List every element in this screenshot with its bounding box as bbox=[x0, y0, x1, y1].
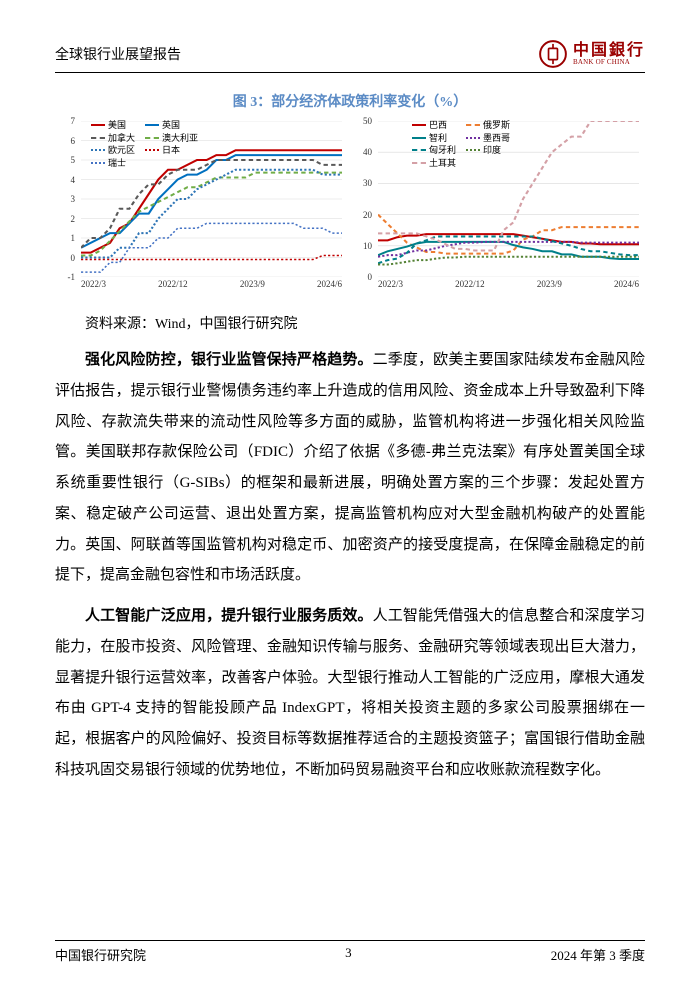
boc-logo-icon bbox=[539, 40, 567, 68]
paragraph-rest: 人工智能凭借强大的信息整合和深度学习能力，在股市投资、风险管理、金融知识传输与服… bbox=[55, 608, 645, 778]
charts-row: -1 0 1 2 3 4 5 6 7 2022/3 2022/12 2023/9 2024/6 美国 英… bbox=[55, 117, 645, 305]
legend-swatch bbox=[91, 124, 105, 126]
y-tick: 10 bbox=[363, 241, 372, 251]
legend-label: 欧元区 bbox=[108, 144, 135, 157]
legend-item: 加拿大 bbox=[91, 132, 135, 145]
legend-label: 巴西 bbox=[429, 119, 447, 132]
legend-swatch bbox=[412, 124, 426, 126]
y-tick: 0 bbox=[71, 253, 76, 263]
y-tick: 0 bbox=[368, 272, 373, 282]
legend-item: 巴西 bbox=[412, 119, 456, 132]
legend-swatch bbox=[145, 124, 159, 126]
paragraph-rest: 二季度，欧美主要国家陆续发布金融风险评估报告，提示银行业警惕债务违约率上升造成的… bbox=[55, 352, 645, 583]
y-tick: 20 bbox=[363, 210, 372, 220]
y-tick: 1 bbox=[71, 233, 76, 243]
x-tick: 2024/6 bbox=[614, 279, 639, 291]
x-tick: 2023/9 bbox=[240, 279, 265, 291]
legend-swatch bbox=[466, 149, 480, 151]
legend-item: 智利 bbox=[412, 132, 456, 145]
x-axis-right: 2022/3 2022/12 2023/9 2024/6 bbox=[378, 279, 639, 291]
logo-text: 中国銀行 BANK OF CHINA bbox=[573, 43, 645, 66]
footer-left: 中国银行研究院 bbox=[55, 945, 146, 964]
chart-left: -1 0 1 2 3 4 5 6 7 2022/3 2022/12 2023/9 2024/6 美国 英… bbox=[55, 117, 348, 305]
x-tick: 2022/3 bbox=[378, 279, 403, 291]
figure-source: 资料来源：Wind，中国银行研究院 bbox=[85, 313, 645, 333]
x-tick: 2022/12 bbox=[455, 279, 485, 291]
legend-left: 美国 英国加拿大 澳大利亚欧元区 日本瑞士 bbox=[91, 119, 198, 169]
x-axis-left: 2022/3 2022/12 2023/9 2024/6 bbox=[81, 279, 342, 291]
legend-label: 俄罗斯 bbox=[483, 119, 510, 132]
legend-right: 巴西 俄罗斯智利 墨西哥匈牙利 印度土耳其 bbox=[412, 119, 510, 169]
y-tick: 50 bbox=[363, 116, 372, 126]
x-tick: 2024/6 bbox=[317, 279, 342, 291]
x-tick: 2022/3 bbox=[81, 279, 106, 291]
legend-label: 瑞士 bbox=[108, 157, 126, 170]
legend-item: 土耳其 bbox=[412, 157, 456, 170]
y-axis-right: 01020304050 bbox=[352, 121, 374, 277]
legend-swatch bbox=[466, 137, 480, 139]
y-tick: 5 bbox=[71, 155, 76, 165]
x-tick: 2022/12 bbox=[158, 279, 188, 291]
legend-label: 墨西哥 bbox=[483, 132, 510, 145]
legend-swatch bbox=[466, 124, 480, 126]
y-tick: 3 bbox=[71, 194, 76, 204]
legend-swatch bbox=[145, 149, 159, 151]
legend-swatch bbox=[91, 162, 105, 164]
chart-right: 0 10 20 30 40 50 2022/3 2022/12 2023/9 2024/6 巴西… bbox=[352, 117, 645, 305]
y-tick: 4 bbox=[71, 175, 76, 185]
logo-cn: 中国銀行 bbox=[573, 43, 645, 59]
legend-swatch bbox=[91, 149, 105, 151]
legend-swatch bbox=[412, 162, 426, 164]
y-tick: 6 bbox=[71, 136, 76, 146]
y-tick: -1 bbox=[68, 272, 76, 282]
page-header: 全球银行业展望报告 中国銀行 BANK OF CHINA bbox=[55, 40, 645, 73]
legend-label: 加拿大 bbox=[108, 132, 135, 145]
y-tick: 30 bbox=[363, 178, 372, 188]
paragraph-lead: 人工智能广泛应用，提升银行业服务质效。 bbox=[85, 608, 373, 624]
figure-title: 图 3：部分经济体政策利率变化（%） bbox=[55, 91, 645, 111]
legend-item: 瑞士 bbox=[91, 157, 135, 170]
legend-item: 匈牙利 bbox=[412, 144, 456, 157]
footer-right: 2024 年第 3 季度 bbox=[551, 945, 645, 964]
legend-swatch bbox=[91, 137, 105, 139]
legend-item: 英国 bbox=[145, 119, 198, 132]
paragraph-lead: 强化风险防控，银行业监管保持严格趋势。 bbox=[85, 352, 373, 368]
y-tick: 7 bbox=[71, 116, 76, 126]
legend-label: 土耳其 bbox=[429, 157, 456, 170]
paragraph: 强化风险防控，银行业监管保持严格趋势。二季度，欧美主要国家陆续发布金融风险评估报… bbox=[55, 345, 645, 591]
legend-swatch bbox=[412, 149, 426, 151]
logo: 中国銀行 BANK OF CHINA bbox=[539, 40, 645, 68]
paragraph: 人工智能广泛应用，提升银行业服务质效。人工智能凭借强大的信息整合和深度学习能力，… bbox=[55, 601, 645, 786]
legend-label: 澳大利亚 bbox=[162, 132, 198, 145]
legend-label: 日本 bbox=[162, 144, 180, 157]
legend-item: 澳大利亚 bbox=[145, 132, 198, 145]
legend-label: 匈牙利 bbox=[429, 144, 456, 157]
legend-item: 墨西哥 bbox=[466, 132, 510, 145]
doc-title: 全球银行业展望报告 bbox=[55, 44, 181, 64]
page-footer: 中国银行研究院 3 2024 年第 3 季度 bbox=[55, 940, 645, 964]
body-text: 强化风险防控，银行业监管保持严格趋势。二季度，欧美主要国家陆续发布金融风险评估报… bbox=[55, 345, 645, 786]
x-tick: 2023/9 bbox=[537, 279, 562, 291]
legend-item: 美国 bbox=[91, 119, 135, 132]
legend-label: 美国 bbox=[108, 119, 126, 132]
legend-swatch bbox=[412, 137, 426, 139]
y-axis-left: -101234567 bbox=[55, 121, 77, 277]
legend-item: 俄罗斯 bbox=[466, 119, 510, 132]
legend-label: 印度 bbox=[483, 144, 501, 157]
legend-item: 日本 bbox=[145, 144, 198, 157]
y-tick: 40 bbox=[363, 147, 372, 157]
logo-en: BANK OF CHINA bbox=[573, 59, 630, 66]
legend-item: 欧元区 bbox=[91, 144, 135, 157]
footer-page: 3 bbox=[345, 945, 352, 964]
legend-label: 英国 bbox=[162, 119, 180, 132]
legend-swatch bbox=[145, 137, 159, 139]
y-tick: 2 bbox=[71, 214, 76, 224]
legend-label: 智利 bbox=[429, 132, 447, 145]
legend-item: 印度 bbox=[466, 144, 510, 157]
